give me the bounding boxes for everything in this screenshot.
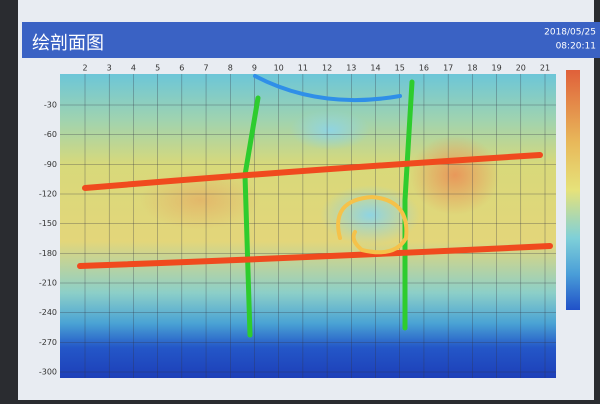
cool-zone [320, 185, 420, 245]
y-label: -180 [39, 249, 57, 258]
x-label: 14 [370, 64, 380, 73]
y-label: -210 [39, 279, 57, 288]
yellow-circle [336, 194, 409, 255]
title: 绘剖面图 [32, 33, 104, 54]
y-label: -300 [39, 368, 57, 377]
time: 08:20:11 [556, 42, 596, 52]
red-line [77, 243, 553, 269]
x-label: 11 [298, 64, 308, 73]
y-label: -30 [44, 101, 57, 110]
y-label: -90 [44, 160, 57, 169]
x-label: 2 [82, 64, 87, 73]
cool-zone [290, 110, 370, 150]
x-label: 10 [274, 64, 284, 73]
y-label: -240 [39, 308, 57, 317]
x-label: 16 [419, 64, 429, 73]
x-label: 18 [467, 64, 477, 73]
y-label: -270 [39, 338, 57, 347]
y-label: -150 [39, 219, 57, 228]
color-legend [566, 70, 580, 310]
date: 2018/05/25 [544, 28, 596, 38]
annotations [77, 74, 553, 338]
x-label: 20 [516, 64, 526, 73]
x-label: 5 [155, 64, 160, 73]
red-line [82, 152, 543, 191]
blue-mark [253, 74, 402, 103]
x-label: 8 [228, 64, 233, 73]
x-label: 17 [443, 64, 453, 73]
x-label: 6 [179, 64, 184, 73]
hot-zone [410, 135, 500, 215]
x-label: 12 [322, 64, 332, 73]
x-label: 13 [346, 64, 356, 73]
y-label: -60 [44, 130, 57, 139]
x-label: 21 [540, 64, 550, 73]
x-label: 4 [131, 64, 136, 73]
y-label: -120 [39, 190, 57, 199]
contour-plot [60, 74, 556, 378]
x-label: 19 [491, 64, 501, 73]
x-label: 7 [204, 64, 209, 73]
x-label: 9 [252, 64, 257, 73]
header-bar [22, 22, 600, 58]
green-line [402, 79, 415, 331]
warm-zone [140, 170, 260, 230]
x-label: 3 [107, 64, 112, 73]
x-label: 15 [395, 64, 405, 73]
